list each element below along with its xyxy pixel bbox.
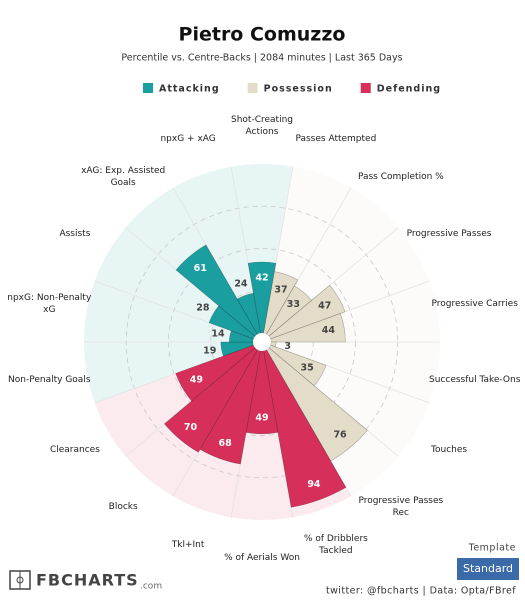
category-label: Shot-Creating Actions — [231, 115, 293, 137]
value-label: 47 — [318, 300, 331, 311]
category-label: npxG: Non-Penalty xG — [7, 293, 92, 316]
sector-background — [84, 281, 262, 342]
value-label: 35 — [301, 363, 314, 374]
credit: twitter: @fbcharts | Data: Opta/FBref — [326, 586, 516, 597]
value-label: 3 — [284, 341, 291, 352]
logo-icon-circle — [16, 576, 24, 584]
value-label: 68 — [218, 438, 232, 449]
category-label: Successful Take-Ons — [429, 374, 521, 385]
category-label: Non-Penalty Goals — [8, 374, 91, 385]
category-label: % of Aerials Won — [224, 553, 300, 563]
category-label: Assists — [59, 229, 91, 239]
category-label: Blocks — [108, 502, 138, 513]
sector-divider — [261, 341, 430, 404]
category-label: Pass Completion % — [357, 171, 444, 182]
value-label: 24 — [234, 279, 248, 290]
value-label: 37 — [274, 284, 287, 295]
chart-subtitle: Percentile vs. Centre-Backs | 2084 minut… — [121, 53, 402, 64]
value-label: 76 — [333, 430, 347, 441]
value-label: 44 — [322, 325, 336, 336]
legend: Attacking Possession Defending — [143, 83, 441, 95]
value-label: 94 — [307, 479, 321, 490]
logo-text: FBCHARTS — [36, 571, 139, 590]
category-label: Progressive Passes Rec — [358, 496, 444, 519]
value-label: 70 — [184, 422, 198, 433]
chart-title: Pietro Comuzzo — [179, 24, 346, 46]
bars — [164, 244, 368, 508]
template-button[interactable] — [457, 558, 519, 580]
legend-label: Possession — [264, 84, 333, 95]
category-label: Progressive Carries — [431, 299, 518, 310]
center-hole — [253, 333, 271, 351]
category-label: Clearances — [49, 445, 100, 455]
legend-swatch — [247, 83, 258, 93]
value-label: 19 — [203, 346, 216, 357]
legend-swatch — [143, 83, 153, 93]
category-label: % of Dribblers Tackled — [303, 533, 368, 556]
value-label: 49 — [255, 412, 268, 423]
legend-label: Attacking — [159, 84, 220, 95]
value-label: 14 — [211, 329, 225, 340]
legend-label: Defending — [377, 84, 441, 95]
sector-background — [262, 342, 440, 403]
template-label: Template — [468, 543, 516, 554]
value-label: 28 — [196, 302, 210, 313]
sector-background — [231, 164, 293, 342]
value-label: 33 — [287, 299, 300, 310]
category-label: Passes Attempted — [295, 134, 377, 145]
template-text[interactable]: Standard — [463, 562, 513, 575]
category-label: npxG + xAG — [160, 134, 216, 145]
value-label: 42 — [255, 273, 268, 284]
sector-divider — [172, 187, 263, 343]
sector-background — [84, 342, 262, 403]
logo: FBCHARTS .com — [9, 570, 162, 592]
value-label: 61 — [194, 263, 207, 274]
logo-suffix: .com — [140, 582, 162, 592]
legend-swatch — [360, 83, 371, 93]
category-label: xAG: Exp. Assisted Goals — [81, 165, 166, 188]
value-label: 49 — [190, 374, 203, 385]
category-label: Progressive Passes — [406, 229, 492, 239]
category-label: Tkl+Int — [171, 539, 205, 550]
category-label: Touches — [431, 445, 468, 455]
